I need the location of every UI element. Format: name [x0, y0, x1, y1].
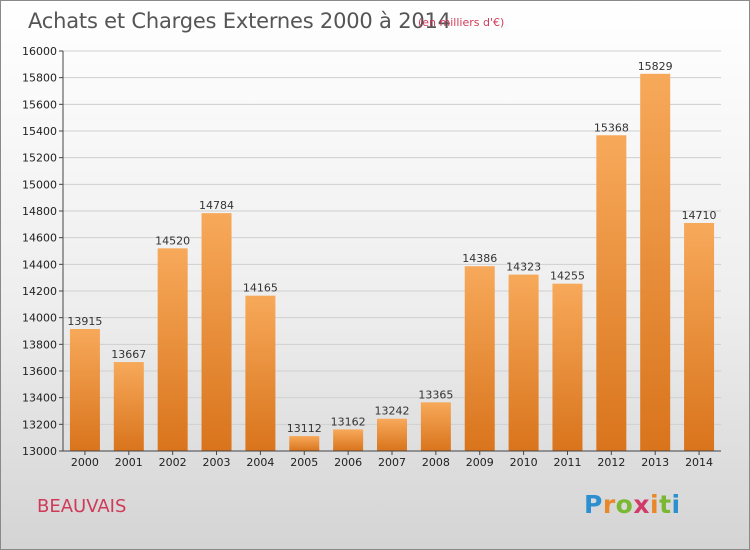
bar	[69, 329, 100, 451]
y-tick-label: 13200	[22, 418, 57, 431]
x-tick-label: 2003	[203, 456, 231, 469]
city-label: BEAUVAIS	[37, 496, 127, 517]
bar	[596, 135, 627, 451]
data-label: 15368	[594, 121, 629, 134]
y-tick-label: 13600	[22, 365, 57, 378]
y-tick-label: 13400	[22, 392, 57, 405]
x-tick-label: 2006	[334, 456, 362, 469]
chart-title: Achats et Charges Externes 2000 à 2014	[28, 9, 451, 33]
x-tick-label: 2012	[597, 456, 625, 469]
y-tick-label: 15000	[22, 178, 57, 191]
x-tick-label: 2011	[553, 456, 581, 469]
y-tick-label: 15800	[22, 72, 57, 85]
data-label: 14255	[550, 270, 585, 283]
y-tick-label: 15200	[22, 152, 57, 165]
data-label: 13915	[67, 315, 102, 328]
brand-letter: r	[602, 490, 616, 519]
x-tick-label: 2000	[71, 456, 99, 469]
brand-letter: P	[584, 490, 603, 519]
data-label: 13365	[418, 388, 453, 401]
bar	[333, 429, 364, 451]
brand-letter: t	[659, 490, 672, 519]
bar	[377, 418, 407, 451]
bar	[508, 274, 539, 451]
data-label: 13162	[331, 415, 366, 428]
x-tick-label: 2013	[641, 456, 669, 469]
bar	[684, 223, 715, 451]
data-label: 15829	[638, 60, 673, 73]
x-tick-label: 2009	[466, 456, 494, 469]
x-tick-label: 2008	[422, 456, 450, 469]
chart-subtitle: (en milliers d'€)	[418, 16, 505, 29]
x-tick-label: 2002	[159, 456, 187, 469]
bar	[245, 295, 276, 451]
x-tick-label: 2010	[510, 456, 538, 469]
data-label: 13112	[287, 422, 322, 435]
brand-letter: i	[671, 490, 681, 519]
y-tick-label: 14000	[22, 312, 57, 325]
x-tick-label: 2007	[378, 456, 406, 469]
y-tick-label: 14800	[22, 205, 57, 218]
y-tick-label: 13800	[22, 338, 57, 351]
data-label: 14784	[199, 199, 234, 212]
bar	[201, 213, 232, 451]
brand-letter: x	[633, 490, 650, 519]
bar	[289, 436, 320, 451]
data-label: 14165	[243, 282, 278, 295]
bar	[552, 283, 583, 451]
x-tick-label: 2005	[290, 456, 318, 469]
bar	[640, 73, 671, 452]
y-tick-label: 13000	[22, 445, 57, 458]
brand-logo: Proxiti	[584, 490, 681, 519]
x-tick-label: 2014	[685, 456, 713, 469]
y-tick-label: 14200	[22, 285, 57, 298]
y-tick-label: 15600	[22, 98, 57, 111]
data-label: 13242	[375, 405, 410, 418]
y-tick-label: 15400	[22, 125, 57, 138]
bar	[420, 402, 451, 451]
bar	[464, 266, 495, 451]
bar	[113, 362, 144, 451]
brand-letter: o	[615, 490, 634, 519]
x-tick-label: 2004	[246, 456, 274, 469]
y-tick-label: 14400	[22, 258, 57, 271]
data-label: 14386	[462, 252, 497, 265]
y-tick-label: 16000	[22, 45, 57, 58]
data-label: 13667	[111, 348, 146, 361]
brand-letter: i	[650, 490, 660, 519]
data-label: 14710	[682, 209, 717, 222]
y-tick-label: 14600	[22, 232, 57, 245]
x-tick-label: 2001	[115, 456, 143, 469]
bar	[157, 248, 188, 451]
data-label: 14520	[155, 234, 190, 247]
data-label: 14323	[506, 261, 541, 274]
